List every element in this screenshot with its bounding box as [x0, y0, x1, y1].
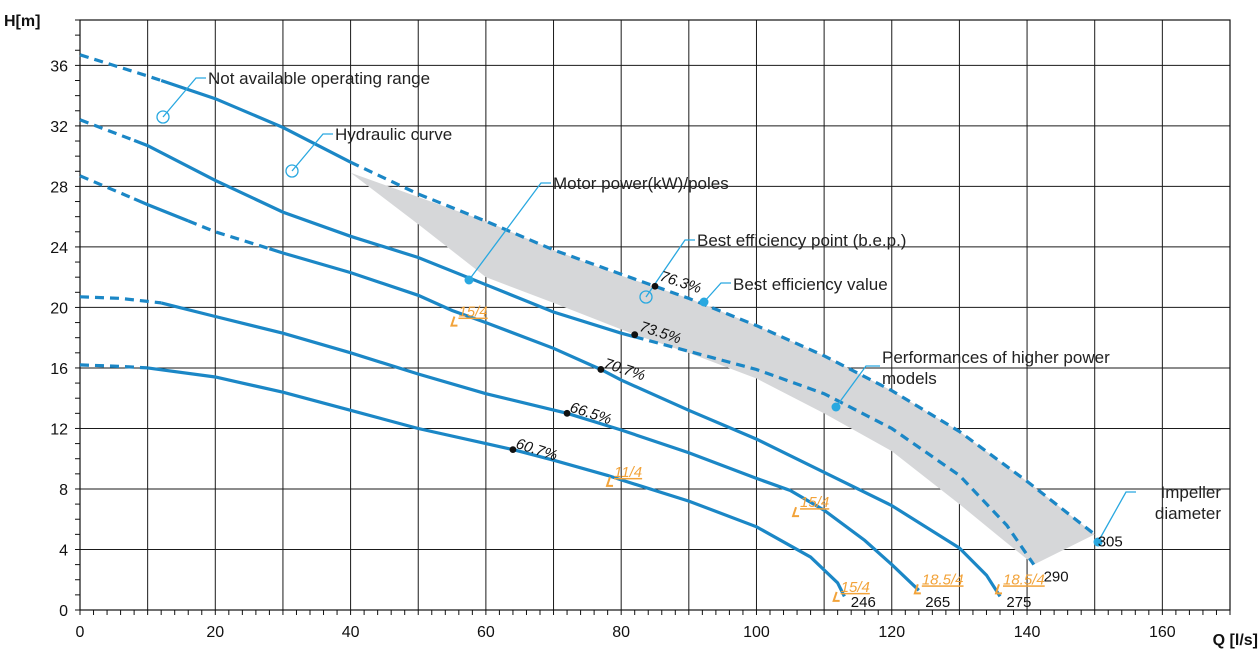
higher-power-region [350, 172, 1095, 565]
efficiency-label: 66.5% [568, 399, 614, 428]
x-tick-label: 60 [477, 624, 495, 641]
callout-leader-higher-power [835, 365, 880, 408]
efficiency-label: 60.7% [514, 435, 560, 464]
motor-power-label: 11/4 [614, 464, 642, 481]
x-tick-label: 100 [743, 624, 770, 641]
curve-290-solid [133, 138, 636, 339]
curve-275-solid [133, 197, 189, 223]
impeller-diameter-label: 246 [851, 594, 876, 611]
motor-power-label: 18.5/4 [922, 571, 964, 588]
y-tick-label: 12 [50, 421, 68, 438]
callout-leader-motor-power [468, 182, 551, 281]
callout-dot-motor-power [464, 275, 474, 285]
callout-label-higher-power: Performances of higher power [882, 348, 1110, 367]
curve-275-dashed [79, 174, 135, 201]
y-tick-label: 16 [50, 361, 68, 378]
x-tick-label: 20 [206, 624, 224, 641]
impeller-diameter-label: 290 [1044, 568, 1069, 585]
higher-power-region-shape [350, 172, 1095, 565]
impeller-diameter-label: 265 [925, 594, 950, 611]
curve-275-dashed [187, 219, 270, 251]
x-tick-label: 40 [342, 624, 360, 641]
point-markers: 76.3%73.5%70.7%66.5%60.7%15/411/415/415/… [450, 268, 1123, 611]
callout-leader-impeller [1097, 491, 1136, 543]
y-tick-label: 28 [50, 179, 68, 196]
x-tick-label: 140 [1014, 624, 1041, 641]
callout-leader-hydraulic [291, 133, 333, 172]
callout-leader-bep [645, 239, 695, 298]
bep-marker [651, 282, 659, 290]
motor-tick [913, 584, 921, 595]
x-tick-label: 0 [76, 624, 85, 641]
curve-275-solid [268, 247, 1002, 598]
curve-305-dashed [349, 160, 1096, 536]
callout-label-impeller: Impeller [1161, 483, 1222, 502]
bep-marker [597, 366, 605, 373]
callout-dot-bev [699, 297, 709, 307]
x-tick-label: 160 [1149, 624, 1176, 641]
motor-tick [791, 506, 800, 518]
impeller-diameter-label: 275 [1006, 594, 1031, 611]
curve-265-solid [160, 301, 920, 592]
motor-tick [832, 591, 840, 602]
grid [75, 19, 1231, 615]
callout-label-bev: Best efficiency value [733, 275, 888, 294]
callout-dot-impeller [1093, 537, 1103, 547]
callout-ring-not-available [156, 110, 170, 124]
curve-246-solid [147, 366, 846, 598]
bep-marker [631, 331, 639, 339]
callout-dot-higher-power [831, 402, 841, 412]
motor-tick [605, 476, 614, 487]
y-axis-title: H[m] [4, 13, 40, 30]
x-axis-title: Q [l/s] [1213, 632, 1258, 649]
motor-power-label: 18.5/4 [1003, 571, 1045, 588]
impeller-diameter-label: 305 [1098, 533, 1123, 550]
callout-label-bep: Best efficiency point (b.e.p.) [697, 231, 906, 250]
y-tick-label: 36 [50, 58, 68, 75]
motor-power-label: 15/4 [458, 304, 487, 321]
callout-ring-hydraulic [285, 164, 299, 178]
motor-power-label: 15/4 [841, 579, 870, 596]
motor-tick [994, 584, 1002, 595]
plot-frame [79, 19, 1231, 611]
callouts: Not available operating range Hydraulic c… [156, 69, 1222, 547]
curve-305-dashed [79, 53, 162, 83]
callout-label-impeller: diameter [1155, 504, 1221, 523]
y-tick-label: 8 [59, 482, 68, 499]
callout-ring-bep [639, 290, 653, 304]
curve-265-dashed [79, 295, 162, 305]
curve-305-solid [160, 78, 352, 164]
motor-power-label: 15/4 [800, 494, 829, 511]
curve-290-dashed [79, 118, 135, 142]
y-tick-label: 0 [59, 603, 68, 620]
axes: 0 20 40 60 80 100 120 140 160 0 4 8 12 16 20 24 28 32 36 [50, 58, 1176, 641]
callout-leader-not-available [162, 77, 206, 118]
callout-leader-bev [703, 282, 731, 303]
y-tick-label: 20 [50, 300, 68, 317]
y-tick-label: 4 [59, 542, 68, 559]
callout-label-not-available: Not available operating range [208, 69, 430, 88]
curve-290-dashed [634, 335, 1036, 566]
callout-label-higher-power: models [882, 369, 937, 388]
y-tick-label: 32 [50, 119, 68, 136]
motor-tick [450, 316, 458, 327]
bep-marker [563, 409, 571, 417]
callout-label-motor-power: Motor power(kW)/poles [553, 174, 729, 193]
x-tick-label: 120 [878, 624, 905, 641]
y-tick-label: 24 [50, 240, 68, 257]
hydraulic-curves [79, 53, 1096, 598]
bep-marker [509, 446, 517, 454]
callout-label-hydraulic: Hydraulic curve [335, 125, 452, 144]
x-tick-label: 80 [612, 624, 630, 641]
